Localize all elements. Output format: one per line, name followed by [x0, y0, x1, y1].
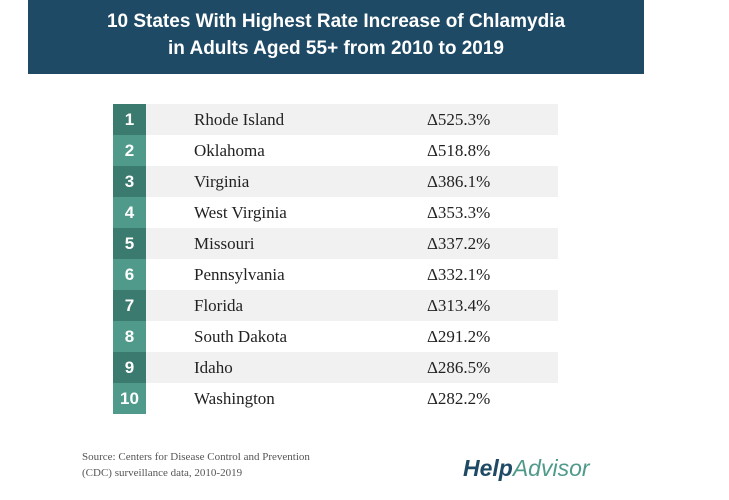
title-line-1: 10 States With Highest Rate Increase of …	[106, 11, 566, 32]
table-row: 4 West Virginia Δ353.3%	[113, 197, 558, 228]
rank-cell: 2	[113, 135, 146, 166]
rank-cell: 9	[113, 352, 146, 383]
state-cell: Missouri	[194, 233, 255, 253]
title-banner: 10 States With Highest Rate Increase of …	[28, 0, 644, 74]
table-row: 7 Florida Δ313.4%	[113, 290, 558, 321]
table-row: 2 Oklahoma Δ518.8%	[113, 135, 558, 166]
value-cell: Δ332.1%	[427, 264, 491, 284]
table-row: 10 Washington Δ282.2%	[113, 383, 558, 414]
ranking-table: 1 Rhode Island Δ525.3% 2 Oklahoma Δ518.8% 3 Vir…	[113, 104, 558, 414]
state-cell: Washington	[194, 388, 275, 408]
state-cell: Idaho	[194, 357, 233, 377]
rank-cell: 4	[113, 197, 146, 228]
value-cell: Δ353.3%	[427, 202, 491, 222]
value-cell: Δ518.8%	[427, 140, 491, 160]
table-row: 3 Virginia Δ386.1%	[113, 166, 558, 197]
value-cell: Δ386.1%	[427, 171, 491, 191]
rank-cell: 10	[113, 383, 146, 414]
table-row: 6 Pennsylvania Δ332.1%	[113, 259, 558, 290]
source-line-2: (CDC) surveillance data, 2010-2019	[82, 467, 243, 479]
title-line-2: in Adults Aged 55+ from 2010 to 2019	[168, 38, 504, 59]
value-cell: Δ313.4%	[427, 295, 491, 315]
state-cell: Virginia	[194, 171, 250, 191]
value-cell: Δ282.2%	[427, 388, 491, 408]
table-row: 9 Idaho Δ286.5%	[113, 352, 558, 383]
rank-cell: 8	[113, 321, 146, 352]
state-cell: South Dakota	[194, 326, 288, 346]
table-row: 8 South Dakota Δ291.2%	[113, 321, 558, 352]
rank-cell: 5	[113, 228, 146, 259]
rank-cell: 6	[113, 259, 146, 290]
table-row: 1 Rhode Island Δ525.3%	[113, 104, 558, 135]
helpadvisor-logo: HelpAdvisor	[463, 455, 590, 482]
state-cell: Oklahoma	[194, 140, 265, 160]
rank-cell: 7	[113, 290, 146, 321]
state-cell: Pennsylvania	[194, 264, 285, 284]
value-cell: Δ525.3%	[427, 109, 491, 129]
rank-cell: 3	[113, 166, 146, 197]
state-cell: Florida	[194, 295, 244, 315]
table-row: 5 Missouri Δ337.2%	[113, 228, 558, 259]
logo-part-2: Advisor	[512, 455, 590, 481]
value-cell: Δ286.5%	[427, 357, 491, 377]
state-cell: Rhode Island	[194, 109, 285, 129]
source-line-1: Source: Centers for Disease Control and …	[82, 451, 310, 463]
value-cell: Δ337.2%	[427, 233, 491, 253]
state-cell: West Virginia	[194, 202, 287, 222]
source-note: Source: Centers for Disease Control and …	[82, 449, 310, 481]
value-cell: Δ291.2%	[427, 326, 491, 346]
rank-cell: 1	[113, 104, 146, 135]
logo-part-1: Help	[463, 455, 513, 481]
